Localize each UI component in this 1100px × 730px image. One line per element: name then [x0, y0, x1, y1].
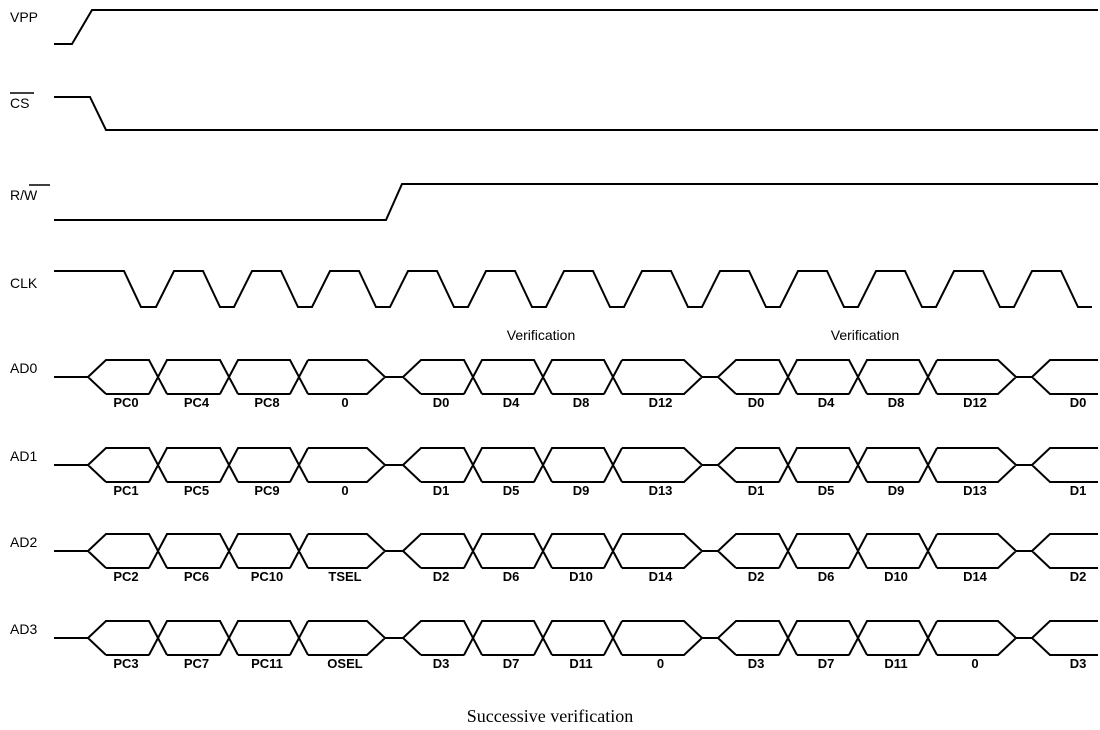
bus-ad1-value: PC5	[184, 483, 209, 498]
bus-ad1-value: PC1	[113, 483, 138, 498]
bus-ad1-value: D13	[963, 483, 987, 498]
clk-waveform	[54, 270, 1092, 308]
bus-ad2-value: PC6	[184, 569, 209, 584]
bus-ad0-value: D8	[888, 395, 905, 410]
cs-label: CS	[10, 95, 29, 111]
bus-ad0-value: D4	[503, 395, 520, 410]
bus-ad2-value: D6	[503, 569, 520, 584]
bus-ad1-value: PC9	[254, 483, 279, 498]
bus-ad2-value: TSEL	[328, 569, 361, 584]
bus-ad2-waveform	[54, 533, 1098, 569]
bus-ad1-value: D13	[649, 483, 673, 498]
bus-ad3-value: D11	[569, 656, 592, 671]
rw-label: R/W	[10, 187, 38, 203]
bus-ad0-value: D8	[573, 395, 590, 410]
bus-ad2-value: D2	[1070, 569, 1087, 584]
bus-ad0-value: D0	[1070, 395, 1087, 410]
bus-ad1-value: D9	[888, 483, 905, 498]
figure-caption: Successive verification	[467, 706, 633, 726]
bus-group: AD0 PC0 PC4 PC8 0 D0 D4 D8 D12 D0 D4 D8 D12 D0 AD1 PC1 P…	[10, 359, 1098, 671]
bus-ad2-value: D2	[433, 569, 450, 584]
clk-label: CLK	[10, 275, 38, 291]
bus-ad1-label: AD1	[10, 448, 37, 464]
bus-ad3-value: PC7	[184, 656, 209, 671]
verification-label-2: Verification	[831, 327, 899, 343]
bus-ad0-value: 0	[341, 395, 348, 410]
bus-ad1-value: D1	[1070, 483, 1087, 498]
bus-ad0-value: D0	[433, 395, 450, 410]
bus-ad3-value: PC11	[251, 656, 283, 671]
bus-ad3-value: 0	[657, 656, 664, 671]
bus-ad1-value: D1	[748, 483, 765, 498]
bus-ad1-value: 0	[341, 483, 348, 498]
bus-ad0-value: D12	[649, 395, 673, 410]
bus-ad0-value: PC4	[184, 395, 210, 410]
bus-ad2-value: D6	[818, 569, 835, 584]
bus-ad2-label: AD2	[10, 534, 37, 550]
bus-ad2-value: D2	[748, 569, 765, 584]
bus-ad0-value: PC0	[113, 395, 138, 410]
bus-ad3-value: D11	[884, 656, 907, 671]
bus-ad1-waveform	[54, 447, 1098, 483]
bus-ad1-value: D5	[818, 483, 835, 498]
bus-ad3-waveform	[54, 620, 1098, 656]
bus-ad2-value: D10	[569, 569, 593, 584]
verification-label-1: Verification	[507, 327, 575, 343]
bus-ad0-waveform	[54, 359, 1098, 395]
bus-ad1-value: D9	[573, 483, 590, 498]
vpp-waveform	[54, 9, 1098, 45]
rw-waveform	[54, 183, 1098, 221]
bus-ad3-value: D7	[818, 656, 835, 671]
bus-ad0-label: AD0	[10, 360, 37, 376]
bus-ad0-value: PC8	[254, 395, 279, 410]
bus-ad1-value: D5	[503, 483, 520, 498]
bus-ad2-value: PC2	[113, 569, 138, 584]
bus-ad0-value: D12	[963, 395, 987, 410]
bus-ad0-value: D4	[818, 395, 835, 410]
cs-waveform	[54, 96, 1098, 131]
bus-ad2-value: D14	[963, 569, 988, 584]
bus-ad3-label: AD3	[10, 621, 37, 637]
bus-ad2-value: D14	[649, 569, 674, 584]
bus-ad2-value: D10	[884, 569, 908, 584]
bus-ad3-value: PC3	[113, 656, 138, 671]
bus-ad3-value: D3	[1070, 656, 1087, 671]
bus-ad1-value: D1	[433, 483, 450, 498]
bus-ad2-value: PC10	[251, 569, 284, 584]
vpp-label: VPP	[10, 9, 38, 25]
bus-ad3-value: 0	[971, 656, 978, 671]
bus-ad3-value: D3	[433, 656, 450, 671]
bus-ad3-value: OSEL	[327, 656, 362, 671]
bus-ad3-value: D3	[748, 656, 765, 671]
bus-ad0-value: D0	[748, 395, 765, 410]
bus-ad3-value: D7	[503, 656, 520, 671]
